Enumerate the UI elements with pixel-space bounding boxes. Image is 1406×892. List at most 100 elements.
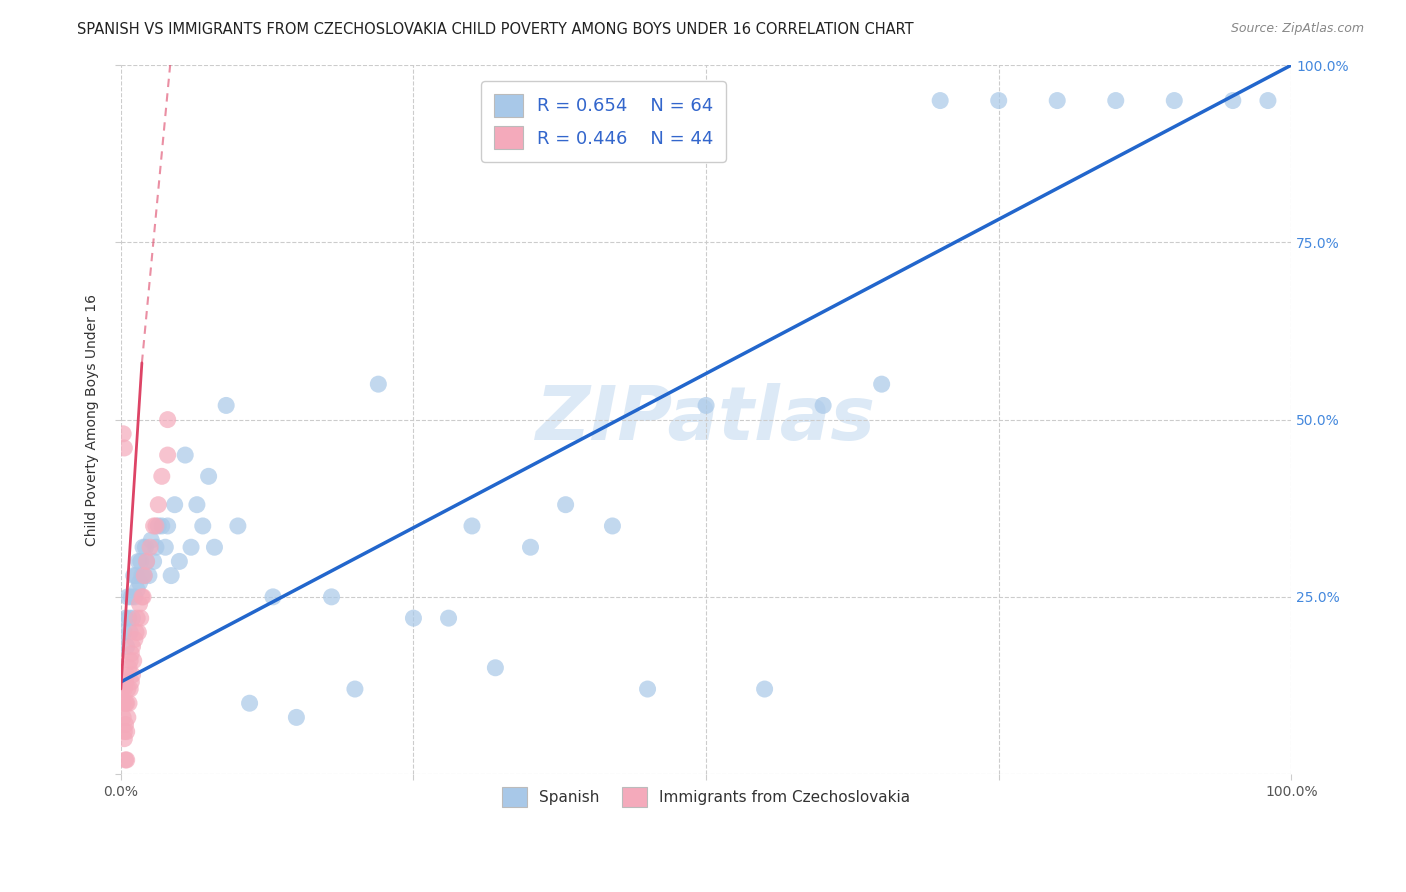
Point (929, 94, 952, 108)
Point (131, 590, 153, 604)
Point (125, 625, 148, 640)
Point (134, 568, 156, 582)
Legend: Spanish, Immigrants from Czechoslovakia: Spanish, Immigrants from Czechoslovakia (494, 778, 920, 816)
Point (115, 753, 138, 767)
Point (811, 399, 834, 413)
Point (156, 519, 179, 533)
Point (156, 448, 179, 462)
Point (367, 377, 389, 392)
Point (120, 590, 142, 604)
Point (127, 582, 149, 597)
Point (112, 625, 135, 640)
Point (115, 640, 138, 654)
Point (118, 611, 141, 625)
Point (114, 675, 136, 690)
Point (114, 696, 136, 710)
Point (180, 540, 202, 554)
Text: Source: ZipAtlas.com: Source: ZipAtlas.com (1230, 22, 1364, 36)
Point (112, 426, 135, 441)
Point (754, 681, 776, 696)
Point (117, 590, 139, 604)
Point (148, 498, 170, 512)
Point (118, 696, 141, 710)
Point (695, 399, 717, 413)
Point (135, 554, 157, 568)
Point (1257, 94, 1279, 108)
Point (121, 668, 143, 682)
Point (132, 540, 155, 554)
Point (120, 647, 142, 661)
Point (134, 540, 156, 554)
Point (402, 611, 425, 625)
Point (142, 554, 165, 568)
Point (262, 590, 284, 604)
Point (115, 724, 138, 739)
Point (554, 498, 576, 512)
Point (112, 731, 135, 746)
Point (1222, 94, 1244, 108)
Point (197, 469, 219, 483)
Point (131, 568, 153, 582)
Point (343, 681, 366, 696)
Point (134, 568, 156, 582)
Point (112, 681, 135, 696)
Point (145, 519, 167, 533)
Point (160, 568, 183, 582)
Y-axis label: Child Poverty Among Boys Under 16: Child Poverty Among Boys Under 16 (86, 293, 100, 546)
Point (120, 675, 142, 690)
Point (120, 625, 142, 640)
Point (321, 590, 343, 604)
Point (484, 661, 506, 675)
Point (121, 640, 143, 654)
Point (117, 710, 139, 724)
Point (239, 696, 262, 710)
Point (156, 412, 179, 426)
Point (139, 540, 162, 554)
Point (120, 654, 142, 668)
Point (124, 632, 146, 647)
Point (987, 94, 1010, 108)
Point (128, 597, 150, 611)
Point (174, 448, 197, 462)
Point (132, 590, 155, 604)
Point (112, 441, 135, 455)
Point (155, 540, 177, 554)
Point (114, 611, 136, 625)
Point (215, 399, 238, 413)
Point (112, 710, 135, 724)
Point (602, 519, 624, 533)
Point (121, 611, 143, 625)
Point (204, 540, 226, 554)
Point (127, 625, 149, 640)
Point (637, 681, 659, 696)
Point (138, 568, 160, 582)
Point (519, 540, 541, 554)
Point (114, 717, 136, 731)
Point (128, 575, 150, 590)
Point (135, 554, 157, 568)
Point (870, 377, 893, 392)
Point (118, 661, 141, 675)
Point (1046, 94, 1069, 108)
Point (142, 519, 165, 533)
Point (141, 533, 163, 548)
Point (285, 710, 308, 724)
Point (1105, 94, 1128, 108)
Point (125, 568, 148, 582)
Point (127, 554, 149, 568)
Point (115, 696, 138, 710)
Point (437, 611, 460, 625)
Point (461, 519, 484, 533)
Point (111, 681, 134, 696)
Point (150, 519, 173, 533)
Point (124, 590, 146, 604)
Point (122, 654, 145, 668)
Point (120, 681, 142, 696)
Point (1163, 94, 1185, 108)
Point (115, 668, 138, 682)
Point (112, 724, 135, 739)
Point (145, 540, 167, 554)
Point (117, 681, 139, 696)
Point (122, 568, 145, 582)
Point (129, 554, 152, 568)
